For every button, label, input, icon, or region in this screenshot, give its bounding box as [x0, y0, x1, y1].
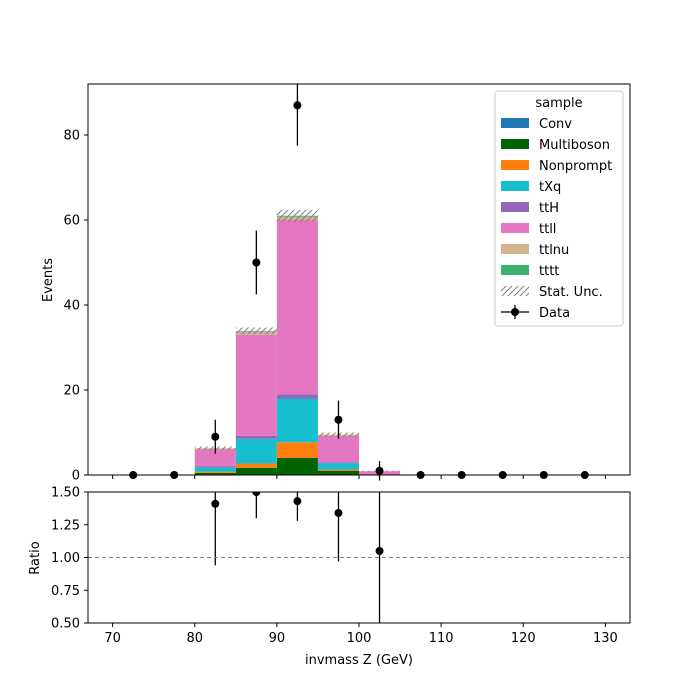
- legend-label-multiboson: Multiboson: [539, 138, 610, 153]
- data-point: [293, 101, 302, 110]
- legend-swatch-stat-unc: [501, 286, 529, 296]
- bar-txq: [317, 463, 359, 470]
- ratio-point: [252, 492, 261, 496]
- bar-multiboson: [276, 458, 318, 475]
- bar-multiboson: [317, 470, 359, 475]
- bar-tth: [235, 435, 277, 439]
- legend-swatch-nonprompt: [501, 160, 529, 170]
- bar-nonprompt: [276, 442, 318, 458]
- legend-swatch-tttt: [501, 265, 529, 275]
- y-tick-label: 20: [63, 384, 80, 399]
- data-point: [375, 466, 384, 475]
- y-tick-label: 60: [63, 214, 80, 229]
- legend-swatch-txq: [501, 181, 529, 191]
- bar-tth: [276, 394, 318, 399]
- x-tick-label: 130: [593, 631, 618, 646]
- ratio-y-axis-label: Ratio: [28, 541, 43, 574]
- y-axis-label: Events: [41, 258, 56, 302]
- legend-label-ttlnu: ttlnu: [539, 243, 569, 258]
- legend-swatch-multiboson: [501, 139, 529, 149]
- ratio-points: [211, 492, 384, 623]
- legend-label-data: Data: [539, 306, 570, 321]
- bar-ttll: [317, 435, 359, 463]
- data-point: [334, 415, 343, 424]
- bar-nonprompt: [235, 463, 277, 468]
- bar-multiboson: [194, 472, 236, 475]
- legend-label-tth: ttH: [539, 201, 559, 216]
- legend-swatch-tth: [501, 202, 529, 212]
- bar-nonprompt: [317, 469, 359, 471]
- bar-txq: [194, 467, 236, 472]
- ratio-point: [211, 499, 220, 508]
- bar-ttll: [276, 220, 318, 395]
- bar-tth: [194, 466, 236, 468]
- legend-label-ttll: ttll: [539, 222, 556, 237]
- y-tick-label: 40: [63, 299, 80, 314]
- ratio-y-tick-label: 0.75: [51, 584, 80, 599]
- y-tick-label: 0: [72, 469, 80, 484]
- ratio-y-tick-label: 1.50: [51, 486, 80, 501]
- ratio-point: [293, 497, 302, 506]
- ratio-y-tick-label: 1.00: [51, 551, 80, 566]
- stat-unc-band: [276, 209, 318, 222]
- data-point: [252, 258, 261, 267]
- legend-title: sample: [535, 96, 582, 111]
- bar-txq: [276, 398, 318, 443]
- legend-swatch-ttll: [501, 223, 529, 233]
- legend-label-tttt: tttt: [539, 264, 559, 279]
- bar-multiboson: [235, 467, 277, 475]
- bar-txq: [235, 438, 277, 464]
- ratio-y-tick-label: 0.50: [51, 617, 80, 632]
- x-tick-label: 70: [104, 631, 121, 646]
- stack-bars: [194, 209, 401, 475]
- legend-label-txq: tXq: [539, 180, 561, 195]
- x-tick-label: 100: [347, 631, 372, 646]
- bar-ttll: [235, 334, 277, 436]
- ratio-frame: [87, 491, 631, 624]
- legend-swatch-ttlnu: [501, 244, 529, 254]
- legend-label-stat-unc: Stat. Unc.: [539, 285, 603, 300]
- x-tick-label: 120: [511, 631, 536, 646]
- ratio-panel: 0.50 0.75 1.00 1.25 1.50 70 80 90 100 110 120 130: [51, 486, 631, 646]
- legend-data-marker: [511, 308, 519, 316]
- y-tick-label: 80: [63, 129, 80, 144]
- stat-unc-band: [235, 327, 277, 335]
- legend: sample Conv Multiboson Nonprompt tXq ttH ttll t…: [494, 90, 624, 327]
- main-panel: 0 20 40 60 80: [63, 83, 631, 484]
- ratio-point: [375, 546, 384, 555]
- legend-label-nonprompt: Nonprompt: [539, 159, 612, 174]
- legend-swatch-conv: [501, 118, 529, 128]
- bar-nonprompt: [194, 471, 236, 473]
- data-point: [211, 432, 220, 441]
- x-axis-label: invmass Z (GeV): [305, 653, 413, 668]
- bar-tth: [317, 462, 359, 464]
- bar-ttll: [194, 449, 236, 467]
- x-tick-label: 80: [186, 631, 203, 646]
- x-tick-label: 110: [429, 631, 454, 646]
- ratio-y-tick-label: 1.25: [51, 518, 80, 533]
- ratio-point: [334, 508, 343, 517]
- legend-label-conv: Conv: [539, 117, 572, 132]
- x-tick-label: 90: [269, 631, 286, 646]
